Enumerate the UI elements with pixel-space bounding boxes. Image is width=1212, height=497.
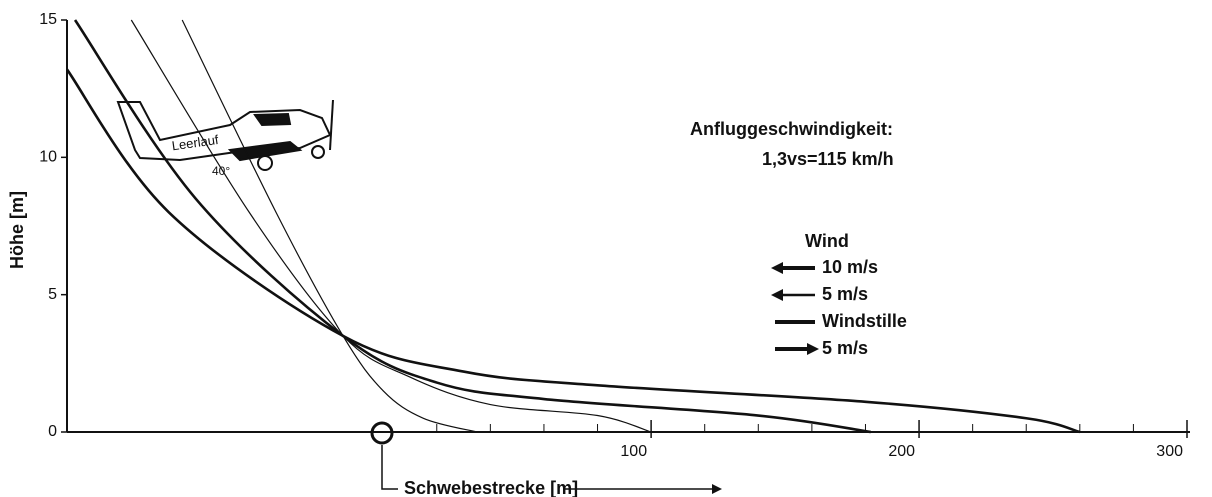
y-axis-label: Höhe [m]: [7, 191, 27, 269]
curve: [67, 69, 1080, 432]
legend-arrow: [771, 289, 783, 301]
x-tick-label: 300: [1156, 443, 1183, 460]
annotation: 40°: [212, 164, 230, 178]
x-tick-label: 100: [620, 443, 647, 460]
legend-label: 5 m/s: [822, 284, 868, 304]
y-tick-label: 5: [48, 286, 57, 303]
legend-arrow: [771, 262, 783, 274]
curve: [75, 20, 871, 432]
chart: Leerlauf 40° Anfluggeschwindigkeit: 1,3v…: [0, 0, 1212, 497]
legend-arrow: [807, 343, 819, 355]
legend-label: Windstille: [822, 311, 907, 331]
annotation: Anfluggeschwindigkeit:: [690, 119, 893, 139]
curve: [131, 20, 651, 432]
legend-label: 10 m/s: [822, 257, 878, 277]
legend-title: Wind: [805, 231, 849, 251]
x-tick-label: 200: [888, 443, 915, 460]
y-tick-label: 10: [39, 149, 57, 166]
annotation: 1,3vs=115 km/h: [762, 149, 894, 169]
x-axis-label: Schwebestrecke [m]: [404, 478, 578, 497]
y-tick-label: 15: [39, 11, 57, 28]
y-tick-label: 0: [48, 423, 57, 440]
legend-label: 5 m/s: [822, 338, 868, 358]
curve: [182, 20, 477, 432]
arrow-head: [712, 484, 722, 494]
